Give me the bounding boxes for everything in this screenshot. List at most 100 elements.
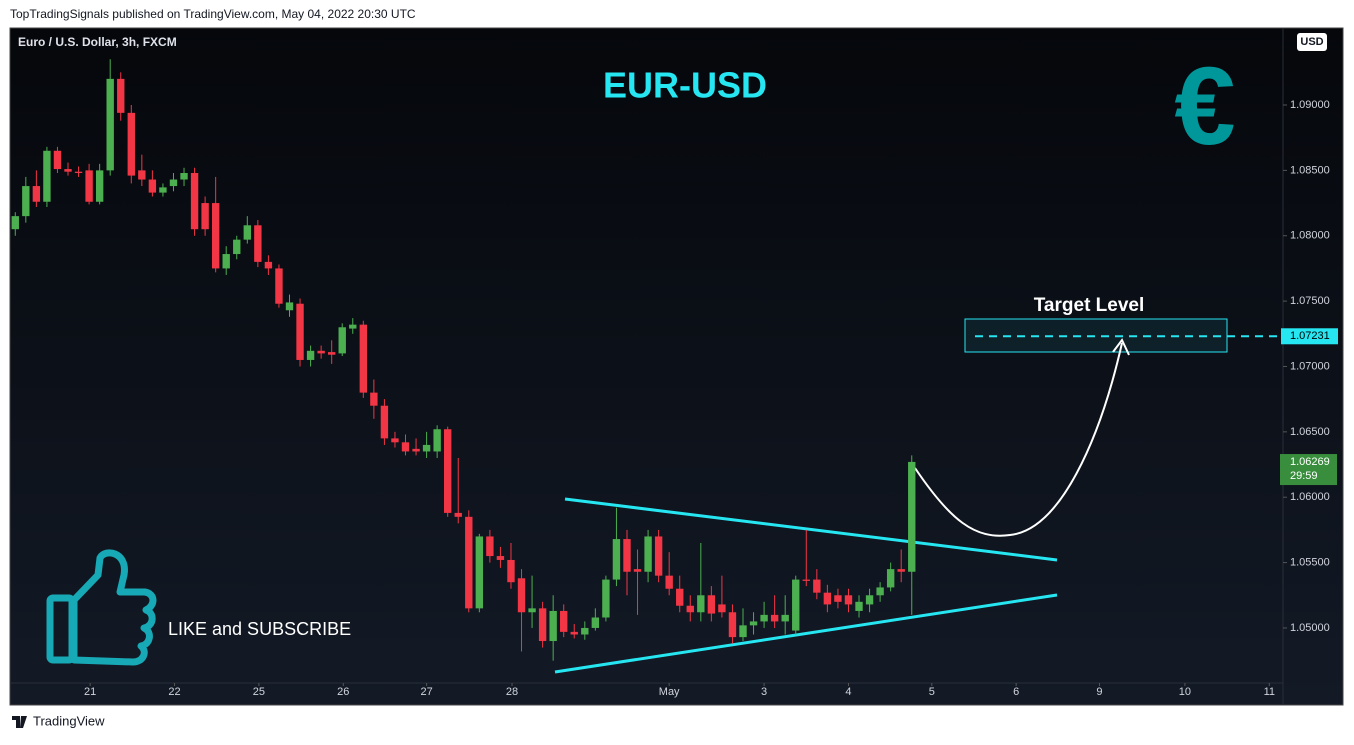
- candle-body: [180, 172, 188, 180]
- candle-body: [74, 171, 83, 173]
- candle-body: [106, 78, 114, 171]
- candle-body: [222, 254, 230, 269]
- candle-body: [654, 536, 663, 576]
- symbol: Euro / U.S. Dollar, 3h, FXCM: [18, 35, 177, 49]
- candle-body: [865, 595, 874, 605]
- candle-body: [254, 225, 262, 262]
- candle-body: [32, 186, 41, 202]
- projection-arrow: [914, 342, 1123, 537]
- candle-body: [676, 588, 684, 606]
- x-tick-label: 4: [845, 686, 851, 698]
- y-tick-label: 1.09000: [1290, 99, 1330, 111]
- candle-body: [264, 261, 273, 269]
- candle-body: [602, 579, 610, 618]
- candle-body: [528, 608, 536, 613]
- candle-body: [338, 327, 346, 354]
- candle-body: [444, 429, 452, 513]
- candle-body: [570, 631, 578, 635]
- currency-box: [1297, 33, 1327, 51]
- candle-body: [665, 575, 673, 589]
- lower-trendline: [554, 593, 1058, 674]
- candle-body: [538, 608, 547, 642]
- candle-body: [296, 303, 304, 360]
- chart-title: EUR-USD: [603, 65, 767, 106]
- candle-body: [760, 614, 768, 622]
- target-price-label: 1.07231: [1290, 330, 1330, 342]
- candle-body: [792, 579, 800, 631]
- candle-body: [117, 78, 125, 113]
- target-label: Target Level: [1034, 295, 1145, 316]
- candle-body: [886, 569, 895, 588]
- candle-body: [718, 604, 726, 613]
- candle-body: [549, 610, 557, 642]
- candle-body: [349, 324, 357, 329]
- y-tick-label: 1.07500: [1290, 295, 1330, 307]
- candle-body: [433, 429, 441, 452]
- candle-body: [770, 614, 779, 622]
- candle-body: [486, 536, 494, 557]
- y-tick-label: 1.07000: [1290, 360, 1330, 372]
- candle-body: [633, 569, 642, 572]
- call-to-action: LIKE and SUBSCRIBE: [168, 619, 351, 639]
- last-price-label: 1.06269: [1290, 456, 1330, 468]
- candle-body: [507, 559, 515, 583]
- candle-body: [317, 350, 325, 354]
- candle-body: [422, 444, 431, 452]
- candle-body: [159, 187, 167, 193]
- x-tick-label: 21: [84, 686, 96, 698]
- candle-body: [148, 179, 157, 193]
- candle-body: [95, 170, 104, 202]
- x-tick-label: 9: [1096, 686, 1102, 698]
- candle-body: [876, 587, 884, 596]
- candle-body: [401, 442, 410, 452]
- countdown: 29:59: [1290, 470, 1318, 482]
- candle-body: [781, 614, 789, 622]
- candle-body: [169, 179, 178, 187]
- candle-body: [834, 595, 842, 602]
- candle-body: [380, 405, 389, 439]
- upper-trendline: [564, 497, 1058, 562]
- candle-body: [412, 448, 420, 452]
- y-tick-label: 1.06500: [1290, 426, 1330, 438]
- x-tick-label: 3: [761, 686, 767, 698]
- candle-body: [623, 539, 631, 572]
- y-tick-label: 1.05500: [1290, 556, 1330, 568]
- logo: €: [1174, 45, 1235, 168]
- x-tick-label: 26: [337, 686, 349, 698]
- y-tick-label: 1.08500: [1290, 164, 1330, 176]
- candle-body: [22, 186, 30, 217]
- candle-body: [11, 216, 19, 230]
- candle-body: [802, 579, 810, 581]
- candle-body: [43, 150, 51, 202]
- candle-body: [475, 536, 484, 609]
- candle-body: [275, 268, 283, 304]
- candle-body: [64, 169, 72, 172]
- candle-body: [496, 556, 505, 560]
- candle-body: [728, 612, 737, 638]
- x-tick-label: 6: [1013, 686, 1019, 698]
- candle-body: [517, 578, 526, 613]
- candle-body: [138, 170, 146, 180]
- candle-body: [823, 592, 832, 605]
- candle-body: [908, 461, 916, 572]
- candle-body: [190, 172, 199, 230]
- candle-body: [359, 324, 368, 393]
- candle-body: [454, 512, 462, 517]
- x-tick-label: 27: [420, 686, 432, 698]
- candle-body: [201, 203, 209, 230]
- candle-body: [243, 225, 251, 240]
- x-tick-label: 5: [929, 686, 935, 698]
- candle-body: [749, 621, 758, 626]
- candle-body: [233, 239, 241, 255]
- x-tick-label: May: [659, 686, 680, 698]
- x-tick-label: 10: [1179, 686, 1191, 698]
- candle-body: [612, 539, 621, 580]
- candle-body: [707, 595, 716, 614]
- candle-body: [53, 150, 62, 170]
- x-tick-label: 11: [1264, 686, 1275, 698]
- brand: TradingView: [33, 713, 105, 728]
- candle-body: [465, 516, 473, 609]
- candle-body: [327, 352, 336, 355]
- arrow-head: [1112, 338, 1130, 356]
